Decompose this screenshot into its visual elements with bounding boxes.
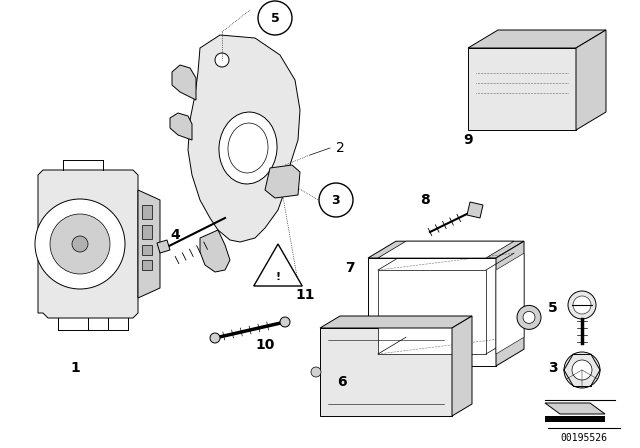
Text: 6: 6 xyxy=(337,375,347,389)
Text: 2: 2 xyxy=(335,141,344,155)
Text: 5: 5 xyxy=(548,301,558,315)
Circle shape xyxy=(311,367,321,377)
Text: 3: 3 xyxy=(332,194,340,207)
Polygon shape xyxy=(468,30,606,48)
Text: 1: 1 xyxy=(70,361,80,375)
Text: 00195526: 00195526 xyxy=(561,433,607,443)
Polygon shape xyxy=(320,316,472,328)
Bar xyxy=(142,245,152,255)
Polygon shape xyxy=(576,30,606,130)
Polygon shape xyxy=(170,113,192,140)
Polygon shape xyxy=(452,316,472,416)
Text: 4: 4 xyxy=(170,228,180,242)
Polygon shape xyxy=(545,403,605,414)
Circle shape xyxy=(564,352,600,388)
Bar xyxy=(142,205,152,219)
Bar xyxy=(142,260,152,270)
Circle shape xyxy=(523,311,535,323)
Circle shape xyxy=(572,360,592,380)
Circle shape xyxy=(319,183,353,217)
Circle shape xyxy=(280,317,290,327)
Circle shape xyxy=(215,53,229,67)
Polygon shape xyxy=(496,253,524,354)
Circle shape xyxy=(573,296,591,314)
Circle shape xyxy=(72,236,88,252)
Polygon shape xyxy=(188,35,300,242)
Text: 3: 3 xyxy=(548,361,558,375)
Text: 9: 9 xyxy=(463,133,473,147)
Bar xyxy=(142,225,152,239)
Text: 7: 7 xyxy=(345,261,355,275)
Bar xyxy=(368,258,496,366)
Bar xyxy=(378,270,486,354)
Circle shape xyxy=(517,306,541,329)
Polygon shape xyxy=(138,190,160,298)
Polygon shape xyxy=(545,416,605,422)
Polygon shape xyxy=(368,241,524,258)
Bar xyxy=(468,48,576,130)
Text: 10: 10 xyxy=(255,338,275,352)
Circle shape xyxy=(568,291,596,319)
Bar xyxy=(320,328,452,416)
Circle shape xyxy=(258,1,292,35)
Text: 5: 5 xyxy=(271,12,280,25)
Text: 11: 11 xyxy=(295,288,315,302)
Polygon shape xyxy=(378,241,514,258)
Polygon shape xyxy=(157,240,170,253)
Text: 8: 8 xyxy=(420,193,430,207)
Ellipse shape xyxy=(219,112,277,184)
Polygon shape xyxy=(467,202,483,218)
Polygon shape xyxy=(172,65,196,100)
Circle shape xyxy=(35,199,125,289)
Polygon shape xyxy=(200,230,230,272)
Circle shape xyxy=(210,333,220,343)
Polygon shape xyxy=(38,170,138,318)
Polygon shape xyxy=(265,165,300,198)
Circle shape xyxy=(50,214,110,274)
Polygon shape xyxy=(496,241,524,366)
Polygon shape xyxy=(253,244,302,286)
Text: !: ! xyxy=(275,272,280,282)
